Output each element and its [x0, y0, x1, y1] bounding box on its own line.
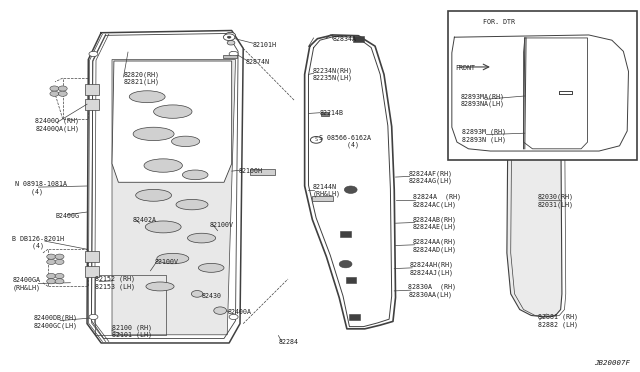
Text: 82874N: 82874N	[246, 60, 270, 65]
Text: 82830A  (RH)
82830AA(LH): 82830A (RH) 82830AA(LH)	[408, 284, 456, 298]
Circle shape	[47, 254, 56, 259]
Text: 82400DB(RH)
82400GC(LH): 82400DB(RH) 82400GC(LH)	[33, 315, 77, 329]
Circle shape	[229, 314, 238, 320]
Text: JB20007F: JB20007F	[595, 360, 630, 366]
Text: S 08566-6162A
       (4): S 08566-6162A (4)	[319, 135, 371, 148]
Circle shape	[55, 273, 64, 279]
Circle shape	[50, 86, 59, 91]
Text: 82234N(RH)
82235N(LH): 82234N(RH) 82235N(LH)	[312, 67, 352, 81]
Text: 82824AF(RH)
82824AG(LH): 82824AF(RH) 82824AG(LH)	[408, 170, 452, 184]
Text: 82100 (RH)
82101 (LH): 82100 (RH) 82101 (LH)	[112, 324, 152, 338]
Ellipse shape	[136, 189, 172, 201]
Text: N 08918-1081A
    (4): N 08918-1081A (4)	[15, 181, 67, 195]
Polygon shape	[507, 60, 562, 317]
Circle shape	[227, 36, 231, 38]
Text: 82820(RH)
82821(LH): 82820(RH) 82821(LH)	[124, 71, 159, 85]
Text: 82824A  (RH)
82824AC(LH): 82824A (RH) 82824AC(LH)	[413, 194, 461, 208]
Bar	[312, 196, 333, 201]
Text: FRDNT: FRDNT	[456, 65, 476, 71]
Ellipse shape	[133, 127, 174, 141]
Text: 82100V: 82100V	[155, 259, 179, 265]
Circle shape	[50, 91, 59, 96]
Bar	[321, 112, 329, 116]
Bar	[85, 251, 99, 262]
Circle shape	[310, 137, 322, 143]
Text: 82402A: 82402A	[133, 217, 157, 223]
Text: 82144N
(RH&LH): 82144N (RH&LH)	[312, 184, 340, 197]
Ellipse shape	[144, 159, 182, 172]
Ellipse shape	[198, 263, 224, 272]
Ellipse shape	[145, 221, 181, 233]
Text: 82400A: 82400A	[228, 310, 252, 315]
Text: B2400G: B2400G	[55, 213, 79, 219]
Bar	[85, 84, 99, 95]
Text: 82893M (RH)
82893N (LH): 82893M (RH) 82893N (LH)	[462, 129, 506, 143]
Polygon shape	[112, 60, 236, 335]
Circle shape	[191, 291, 203, 297]
Ellipse shape	[157, 253, 189, 264]
Text: S: S	[315, 137, 317, 142]
FancyBboxPatch shape	[346, 277, 356, 283]
Circle shape	[339, 260, 352, 268]
Circle shape	[227, 41, 235, 45]
Ellipse shape	[188, 233, 216, 243]
Text: 82893MA(RH)
82893NA(LH): 82893MA(RH) 82893NA(LH)	[461, 93, 505, 108]
Text: FOR. DTR: FOR. DTR	[483, 19, 515, 25]
Circle shape	[47, 279, 56, 284]
Bar	[85, 266, 99, 277]
Bar	[250, 169, 275, 175]
Text: 82214B: 82214B	[319, 110, 344, 116]
Text: 82400GA
(RH&LH): 82400GA (RH&LH)	[13, 278, 41, 291]
Circle shape	[223, 34, 235, 41]
Circle shape	[55, 254, 64, 259]
Text: 82824AA(RH)
82824AD(LH): 82824AA(RH) 82824AD(LH)	[413, 238, 457, 253]
Ellipse shape	[146, 282, 174, 291]
Circle shape	[58, 91, 67, 96]
Text: 82101H: 82101H	[253, 42, 277, 48]
Bar	[448, 11, 637, 160]
Text: 82400Q (RH)
82400QA(LH): 82400Q (RH) 82400QA(LH)	[35, 118, 79, 132]
Circle shape	[58, 86, 67, 91]
Text: 82030(RH)
82031(LH): 82030(RH) 82031(LH)	[538, 194, 573, 208]
FancyBboxPatch shape	[340, 231, 351, 237]
Circle shape	[47, 259, 56, 264]
Circle shape	[89, 314, 98, 320]
Text: B DB126-8201H
     (4): B DB126-8201H (4)	[12, 236, 63, 249]
Text: 82881 (RH)
82882 (LH): 82881 (RH) 82882 (LH)	[538, 314, 578, 328]
Polygon shape	[112, 61, 232, 182]
Text: 82284: 82284	[279, 339, 299, 345]
Circle shape	[55, 279, 64, 284]
Ellipse shape	[182, 170, 208, 180]
Text: 82834A: 82834A	[333, 36, 357, 42]
Text: 82152 (RH)
82153 (LH): 82152 (RH) 82153 (LH)	[95, 276, 135, 290]
Circle shape	[229, 51, 238, 57]
Ellipse shape	[176, 199, 208, 210]
Circle shape	[55, 259, 64, 264]
Ellipse shape	[172, 136, 200, 147]
Ellipse shape	[129, 91, 165, 103]
FancyBboxPatch shape	[353, 36, 364, 42]
Bar	[85, 99, 99, 110]
Circle shape	[225, 32, 236, 38]
Text: 82430: 82430	[202, 293, 221, 299]
Circle shape	[344, 186, 357, 193]
Text: 82100V: 82100V	[210, 222, 234, 228]
Text: 82100H: 82100H	[239, 168, 263, 174]
Bar	[223, 55, 237, 58]
Ellipse shape	[154, 105, 192, 118]
Circle shape	[214, 307, 227, 314]
FancyBboxPatch shape	[349, 314, 360, 320]
Text: 82824AB(RH)
82824AE(LH): 82824AB(RH) 82824AE(LH)	[413, 216, 457, 230]
Circle shape	[47, 273, 56, 279]
Circle shape	[89, 51, 98, 57]
Text: 82824AH(RH)
82824AJ(LH): 82824AH(RH) 82824AJ(LH)	[410, 262, 454, 276]
